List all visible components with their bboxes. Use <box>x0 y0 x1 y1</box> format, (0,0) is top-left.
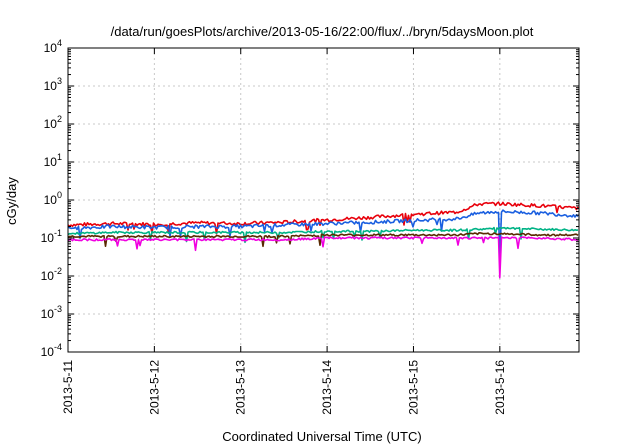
data-series <box>67 201 579 279</box>
series-line <box>67 226 579 244</box>
x-tick-label: 2013-5-15 <box>406 360 420 415</box>
series-line <box>67 232 579 248</box>
y-tick-label: 101 <box>44 152 62 169</box>
y-tick-label: 10-2 <box>41 266 62 283</box>
y-tick-label: 100 <box>44 190 62 207</box>
grid-lines <box>68 48 579 352</box>
y-tick-label: 10-4 <box>41 342 62 359</box>
y-tick-label: 10-3 <box>41 304 62 321</box>
x-tick-label: 2013-5-13 <box>234 360 248 415</box>
x-tick-label: 2013-5-14 <box>320 360 334 415</box>
y-tick-label: 10-1 <box>41 228 62 245</box>
x-axis-ticks: 2013-5-11 2013-5-12 2013-5-13 2013-5-14 2013… <box>61 48 507 415</box>
y-tick-label: 103 <box>44 76 62 93</box>
y-axis-label: cGy/day <box>4 177 19 225</box>
y-axis-ticks: 10-4 10-3 10-2 10-1 100 101 102 103 104 <box>41 38 579 359</box>
x-tick-label: 2013-5-12 <box>147 360 161 415</box>
y-tick-label: 104 <box>44 38 62 55</box>
series-line <box>67 209 579 259</box>
x-tick-label: 2013-5-11 <box>61 360 75 414</box>
x-tick-label: 2013-5-16 <box>493 360 507 415</box>
x-axis-label: Coordinated Universal Time (UTC) <box>222 429 421 444</box>
y-tick-label: 102 <box>44 114 62 131</box>
chart-title: /data/run/goesPlots/archive/2013-05-16/2… <box>111 24 534 39</box>
series-line <box>67 236 579 279</box>
